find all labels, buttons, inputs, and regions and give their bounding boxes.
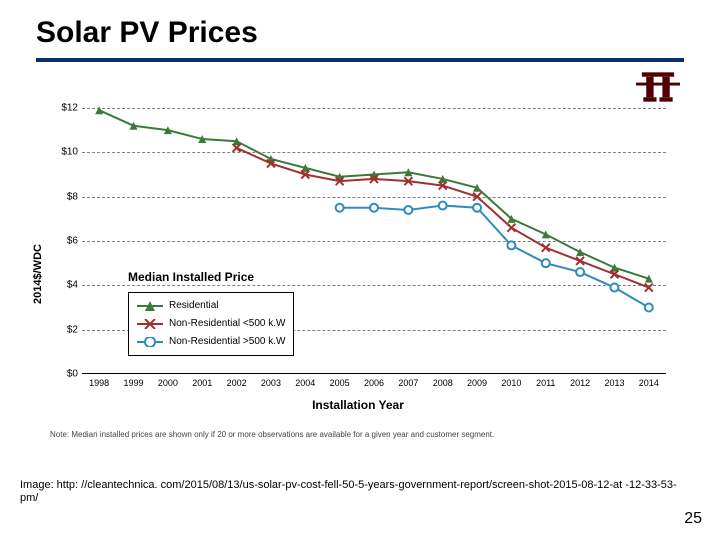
series-line <box>340 206 649 308</box>
legend-item: Non-Residential >500 k.W <box>137 334 285 350</box>
data-point <box>610 284 618 292</box>
y-tick-label: $0 <box>50 369 78 380</box>
chart-footnote: Note: Median installed prices are shown … <box>50 430 494 439</box>
page-number: 25 <box>684 510 702 528</box>
x-tick-label: 1999 <box>124 378 144 388</box>
data-point <box>576 257 584 265</box>
x-tick-label: 2000 <box>158 378 178 388</box>
data-point <box>542 259 550 267</box>
y-tick-label: $12 <box>50 103 78 114</box>
x-tick-label: 2001 <box>192 378 212 388</box>
title-underline <box>36 58 684 62</box>
slide: Solar PV Prices T 2014$/WDC $0 $2 $4 $6 $8 $1… <box>0 0 720 540</box>
data-point <box>645 304 653 312</box>
legend: Residential Non-Residential <500 k.W Non-R… <box>128 292 294 356</box>
tamu-logo: T <box>636 72 680 102</box>
image-citation: Image: http: //cleantechnica. com/2015/0… <box>20 479 694 507</box>
legend-label: Residential <box>169 298 218 314</box>
x-tick-label: 2008 <box>433 378 453 388</box>
x-tick-label: 2005 <box>330 378 350 388</box>
y-tick-label: $2 <box>50 324 78 335</box>
data-point <box>542 230 550 238</box>
data-point <box>95 106 103 114</box>
triangle-icon <box>137 301 163 311</box>
x-tick-label: 2014 <box>639 378 659 388</box>
legend-item: Residential <box>137 298 285 314</box>
x-icon <box>137 319 163 329</box>
data-point <box>645 284 653 292</box>
x-tick-label: 2009 <box>467 378 487 388</box>
data-point <box>473 204 481 212</box>
x-tick-label: 2012 <box>570 378 590 388</box>
y-tick-label: $10 <box>50 147 78 158</box>
circle-icon <box>137 337 163 347</box>
legend-label: Non-Residential <500 k.W <box>169 316 285 332</box>
y-tick-label: $6 <box>50 236 78 247</box>
x-axis-title: Installation Year <box>50 398 666 412</box>
y-tick-label: $4 <box>50 280 78 291</box>
x-tick-label: 2003 <box>261 378 281 388</box>
data-point <box>576 268 584 276</box>
x-tick-label: 2004 <box>295 378 315 388</box>
data-point <box>507 241 515 249</box>
x-tick-label: 2010 <box>501 378 521 388</box>
series-line <box>237 148 649 288</box>
data-point <box>336 204 344 212</box>
data-point <box>404 206 412 214</box>
data-point <box>439 202 447 210</box>
data-point <box>576 248 584 256</box>
median-installed-price-label: Median Installed Price <box>128 270 254 284</box>
x-tick-label: 2007 <box>398 378 418 388</box>
legend-item: Non-Residential <500 k.W <box>137 316 285 332</box>
y-axis-title: 2014$/WDC <box>32 244 44 304</box>
data-point <box>542 244 550 252</box>
chart: 2014$/WDC $0$2$4$6$8$10$12 1998199920002… <box>50 108 666 440</box>
legend-label: Non-Residential >500 k.W <box>169 334 285 350</box>
x-tick-label: 2013 <box>604 378 624 388</box>
x-tick-label: 2006 <box>364 378 384 388</box>
data-point <box>507 224 515 232</box>
svg-text:T: T <box>656 84 661 93</box>
slide-title: Solar PV Prices <box>36 16 258 50</box>
y-tick-label: $8 <box>50 191 78 202</box>
x-tick-label: 2002 <box>227 378 247 388</box>
x-tick-label: 2011 <box>536 378 555 388</box>
data-point <box>370 204 378 212</box>
series-line <box>99 110 649 278</box>
x-tick-label: 1998 <box>89 378 109 388</box>
